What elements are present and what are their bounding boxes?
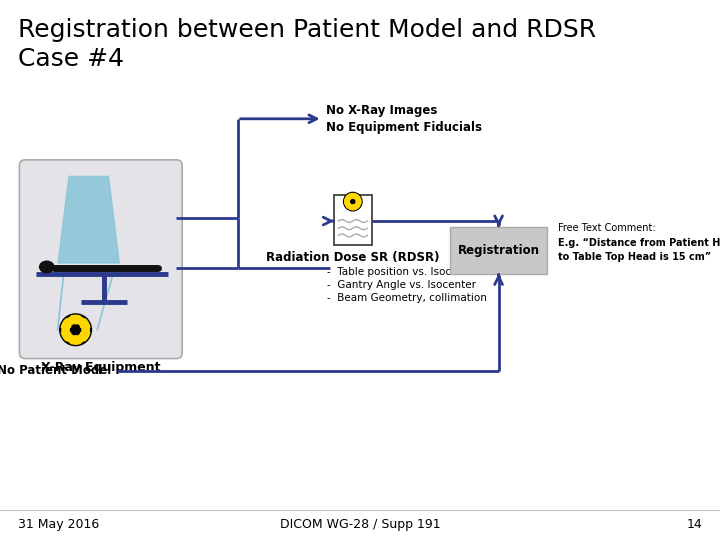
FancyBboxPatch shape [450,227,547,274]
Text: -  Beam Geometry, collimation: - Beam Geometry, collimation [327,293,487,303]
Circle shape [60,314,91,346]
Polygon shape [347,204,359,210]
FancyBboxPatch shape [19,160,182,359]
FancyBboxPatch shape [334,195,372,245]
Polygon shape [345,194,352,204]
Text: X-Ray Equipment: X-Ray Equipment [41,361,161,374]
Polygon shape [354,194,361,204]
Polygon shape [65,334,86,343]
Text: 31 May 2016: 31 May 2016 [18,518,99,531]
Text: -  Gantry Angle vs. Isocenter: - Gantry Angle vs. Isocenter [327,280,476,290]
Text: Radiation Dose SR (RDSR): Radiation Dose SR (RDSR) [266,251,439,264]
Text: 14: 14 [686,518,702,531]
Text: Registration between Patient Model and RDSR: Registration between Patient Model and R… [18,18,596,42]
Ellipse shape [39,260,55,273]
Circle shape [343,192,362,211]
Polygon shape [62,316,74,334]
Text: -  Table position vs. Isocenter: - Table position vs. Isocenter [327,267,479,277]
Text: DICOM WG-28 / Supp 191: DICOM WG-28 / Supp 191 [279,518,441,531]
Polygon shape [58,177,120,263]
Circle shape [350,199,356,205]
Polygon shape [77,316,89,334]
Text: to Table Top Head is 15 cm”: to Table Top Head is 15 cm” [558,252,711,262]
Text: No Equipment Fiducials: No Equipment Fiducials [326,121,482,134]
Text: No Patient Model: No Patient Model [0,364,112,377]
Text: No X-Ray Images: No X-Ray Images [326,104,438,117]
Text: Case #4: Case #4 [18,47,124,71]
Text: E.g. “Distance from Patient Head: E.g. “Distance from Patient Head [558,238,720,248]
Text: Free Text Comment:: Free Text Comment: [558,223,656,233]
Circle shape [71,325,81,335]
Text: Registration: Registration [458,244,539,256]
